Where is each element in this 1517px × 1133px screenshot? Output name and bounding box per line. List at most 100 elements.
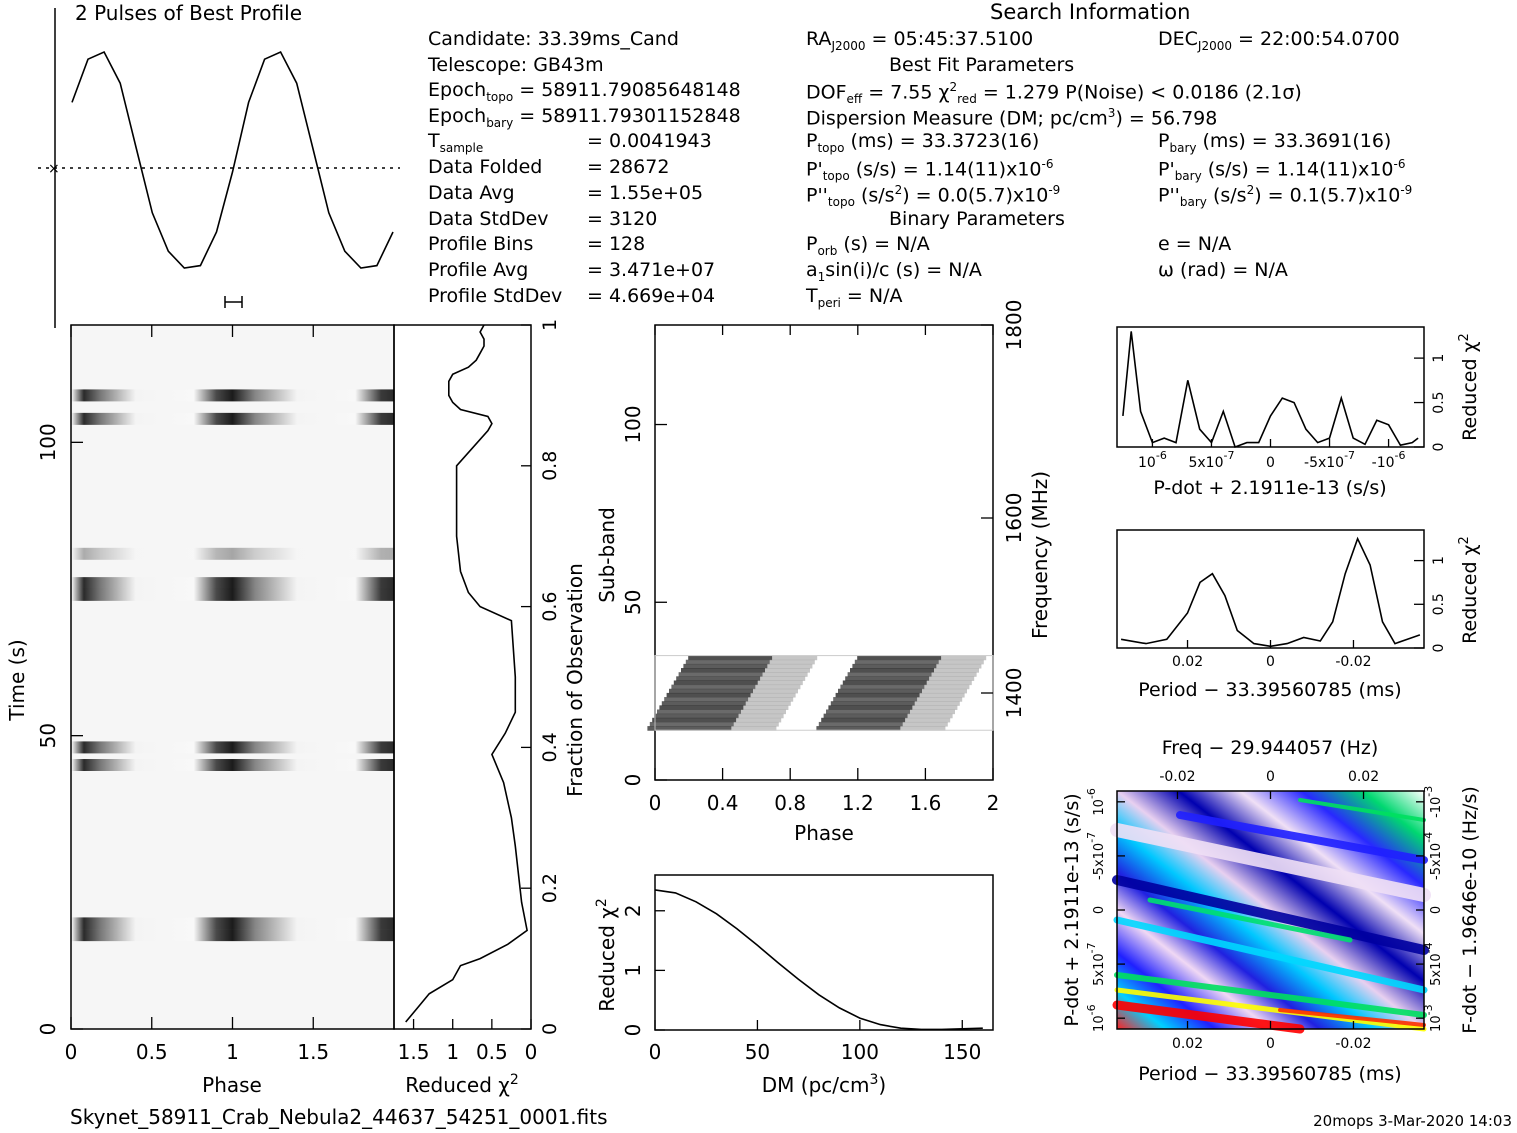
frequency-ticks: 1400 1600 1800 — [981, 300, 1026, 718]
subband-heatmap — [647, 655, 994, 731]
subband-cell — [838, 688, 922, 694]
subband-cell — [647, 726, 732, 731]
x-tick-label: 100 — [841, 1040, 879, 1064]
candidate: Candidate: 33.39ms_Cand — [428, 28, 679, 50]
time-phase-x-ticks: 0 0.5 1 1.5 — [65, 325, 329, 1064]
x-tick-label: 0 — [1266, 654, 1275, 670]
subband-cell — [664, 697, 749, 702]
time-phase-ylabel: Time (s) — [5, 639, 29, 721]
y-tick-label: 0 — [1431, 443, 1447, 452]
x-tick-label: 0 — [649, 791, 662, 815]
x-tick-label: -0.02 — [1335, 654, 1371, 670]
subband-cell — [666, 692, 751, 698]
subband-cell — [835, 692, 920, 698]
fraction-tick-label: 0.8 — [539, 451, 561, 481]
subband-cell — [659, 705, 744, 710]
y-tick-label: 2 — [621, 904, 645, 917]
pdot-ylabel: Reduced χ2 — [1457, 333, 1481, 441]
fdot-tick-label: 10-3 — [1422, 1004, 1444, 1032]
data-stddev: Data StdDev — [428, 208, 549, 230]
pdot-topo: P'topo (s/s) = 1.14(11)x10-6 — [806, 157, 1054, 184]
epoch-topo: Epochtopo = 58911.79085648148 — [428, 79, 741, 104]
y-tick-label: 0 — [36, 1023, 60, 1036]
subband-cell — [938, 659, 984, 665]
subband-x-ticks: 0 0.4 0.8 1.2 1.6 2 — [649, 325, 1000, 815]
subband-cell — [688, 655, 773, 661]
profile-bins-value: = 128 — [587, 233, 646, 255]
subband-cell — [828, 705, 913, 710]
subband-cell — [919, 692, 965, 698]
dm-chi2-line — [654, 889, 983, 1031]
pdot-bary: P'bary (s/s) = 1.14(11)x10-6 — [1158, 157, 1406, 184]
subband-cell — [830, 701, 915, 706]
subband-cell — [850, 668, 934, 673]
y-tick-label: 0.5 — [1431, 391, 1447, 413]
subband-cell — [907, 713, 953, 719]
subband-cell — [736, 717, 782, 723]
ppdot-streak — [1110, 823, 1431, 902]
subband-cell — [681, 668, 765, 673]
tsample-value: = 0.0041943 — [587, 130, 712, 152]
search-info-heading: Search Information — [990, 0, 1191, 24]
subband-cell — [912, 705, 958, 710]
time-band — [71, 741, 394, 754]
x-tick-label: 1 — [226, 1040, 239, 1064]
x-tick-label: 2 — [987, 791, 1000, 815]
best-fit-heading: Best Fit Parameters — [889, 54, 1075, 76]
y-tick-label: -5x10-7 — [1085, 832, 1107, 880]
y-tick-label: 1 — [621, 964, 645, 977]
y-tick-label: 0 — [1092, 906, 1107, 914]
pdot-frame — [1116, 326, 1425, 448]
subband-cell — [731, 726, 777, 731]
x-tick-label: 0.5 — [136, 1040, 168, 1064]
subband-cell — [755, 684, 801, 690]
ppdot-ylabel-right: F-dot − 1.9646e-10 (Hz/s) — [1459, 786, 1481, 1034]
tsample: Tsample — [428, 130, 484, 155]
fraction-tick-label: 0 — [539, 1023, 561, 1035]
subband-cell — [833, 697, 918, 702]
ppdot-streak — [1278, 1008, 1426, 1027]
eccentricity: e = N/A — [1158, 233, 1232, 255]
subband-cell — [922, 688, 967, 694]
fits-filename: Skynet_58911_Crab_Nebula2_44637_54251_00… — [70, 1105, 608, 1129]
ppdot-streak — [1298, 798, 1426, 822]
subband-cell — [847, 672, 932, 677]
profile-bins: Profile Bins — [428, 233, 534, 255]
subband-cell — [840, 684, 925, 690]
subband-cell — [748, 697, 794, 702]
subband-cell — [905, 717, 951, 723]
time-band — [71, 759, 394, 771]
y-tick-label: 0 — [621, 774, 645, 787]
fdot-tick-label: -10-3 — [1422, 786, 1444, 818]
x-tick-label: 1.5 — [398, 1040, 430, 1064]
binary-heading: Binary Parameters — [889, 208, 1065, 230]
p-topo: Ptopo (ms) = 33.3723(16) — [806, 130, 1040, 155]
x-tick-label: 50 — [745, 1040, 770, 1064]
x-tick-label: 1 — [446, 1040, 459, 1064]
x-tick-label: 0 — [1266, 1036, 1275, 1052]
subband-cell — [816, 726, 901, 731]
x-tick-label: 0.8 — [774, 791, 806, 815]
y-tick-label: 0.5 — [1431, 593, 1447, 615]
subband-cell — [934, 668, 979, 673]
x-tick-label: -10-6 — [1372, 449, 1406, 471]
subband-cell — [676, 676, 761, 681]
subband-cell — [767, 663, 813, 669]
fdot-tick-label: -5x10-4 — [1422, 832, 1444, 880]
profile-title: 2 Pulses of Best Profile — [75, 1, 302, 25]
y-tick-label: 100 — [621, 405, 645, 443]
subband-cell — [741, 709, 786, 715]
top-tick-label: 0 — [1266, 769, 1275, 785]
subband-ylabel: Sub-band — [595, 507, 619, 603]
pddot-bary: P''bary (s/s2) = 0.1(5.7)x10-9 — [1158, 183, 1413, 210]
fraction-tick-label: 1 — [539, 319, 561, 331]
data-folded: Data Folded — [428, 156, 543, 178]
telescope: Telescope: GB43m — [428, 54, 604, 76]
ppdot-xlabel: Period − 33.39560785 (ms) — [1138, 1063, 1401, 1085]
subband-cell — [743, 705, 789, 710]
subband-cell — [821, 717, 906, 723]
profile-stddev-value: = 4.669e+04 — [587, 285, 716, 307]
y-tick-label: 5x10-7 — [1085, 942, 1107, 985]
x-tick-label: 0 — [649, 1040, 662, 1064]
dm-ylabel: Reduced χ2 — [594, 898, 619, 1012]
